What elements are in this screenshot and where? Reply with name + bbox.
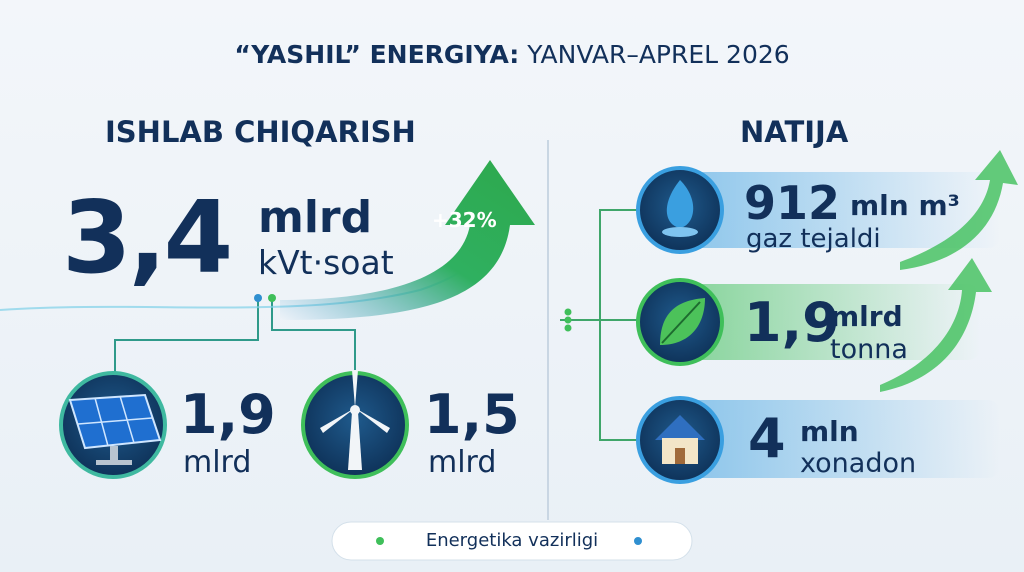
heading: NATIJA	[740, 115, 849, 149]
heading: ISHLAB CHIQARISH	[105, 115, 416, 149]
result-unit: mln	[800, 415, 859, 448]
growth: +32%	[432, 208, 497, 232]
result-unit: mln m³	[850, 189, 960, 222]
band	[680, 172, 1000, 248]
result-value: 4	[748, 407, 786, 470]
arrow	[900, 150, 1018, 270]
solar-panel	[68, 393, 162, 465]
band	[680, 400, 1000, 478]
connector	[560, 209, 638, 441]
main-value: 3,4	[62, 179, 233, 296]
source-unit: mlrd	[183, 445, 252, 480]
growth-arrow	[280, 160, 535, 320]
dot	[268, 294, 276, 302]
dot	[254, 294, 262, 302]
result-unit: mlrd	[830, 300, 903, 333]
turbine	[320, 370, 390, 470]
title-bold: “YASHIL” ENERGIYA:	[234, 40, 520, 69]
footer-pill	[331, 521, 693, 561]
title: “YASHIL” ENERGIYA: YANVAR–APREL 2026	[0, 42, 1024, 67]
connector	[114, 298, 356, 372]
title-rest: YANVAR–APREL 2026	[527, 40, 790, 69]
result-label: tonna	[830, 334, 908, 365]
footer: Energetika vazirligi	[425, 530, 599, 551]
main-unit: mlrd	[258, 192, 373, 243]
arrow	[880, 258, 992, 392]
result-value: 1,9	[744, 291, 840, 354]
source-value: 1,5	[424, 383, 520, 446]
main-unit-detail: kVt·soat	[258, 243, 394, 282]
source-value: 1,9	[180, 383, 276, 446]
source-unit: mlrd	[428, 445, 497, 480]
result-label: xonadon	[800, 448, 917, 479]
band	[680, 284, 980, 360]
result-label: gaz tejaldi	[746, 224, 881, 254]
result-value: 912	[744, 176, 841, 230]
